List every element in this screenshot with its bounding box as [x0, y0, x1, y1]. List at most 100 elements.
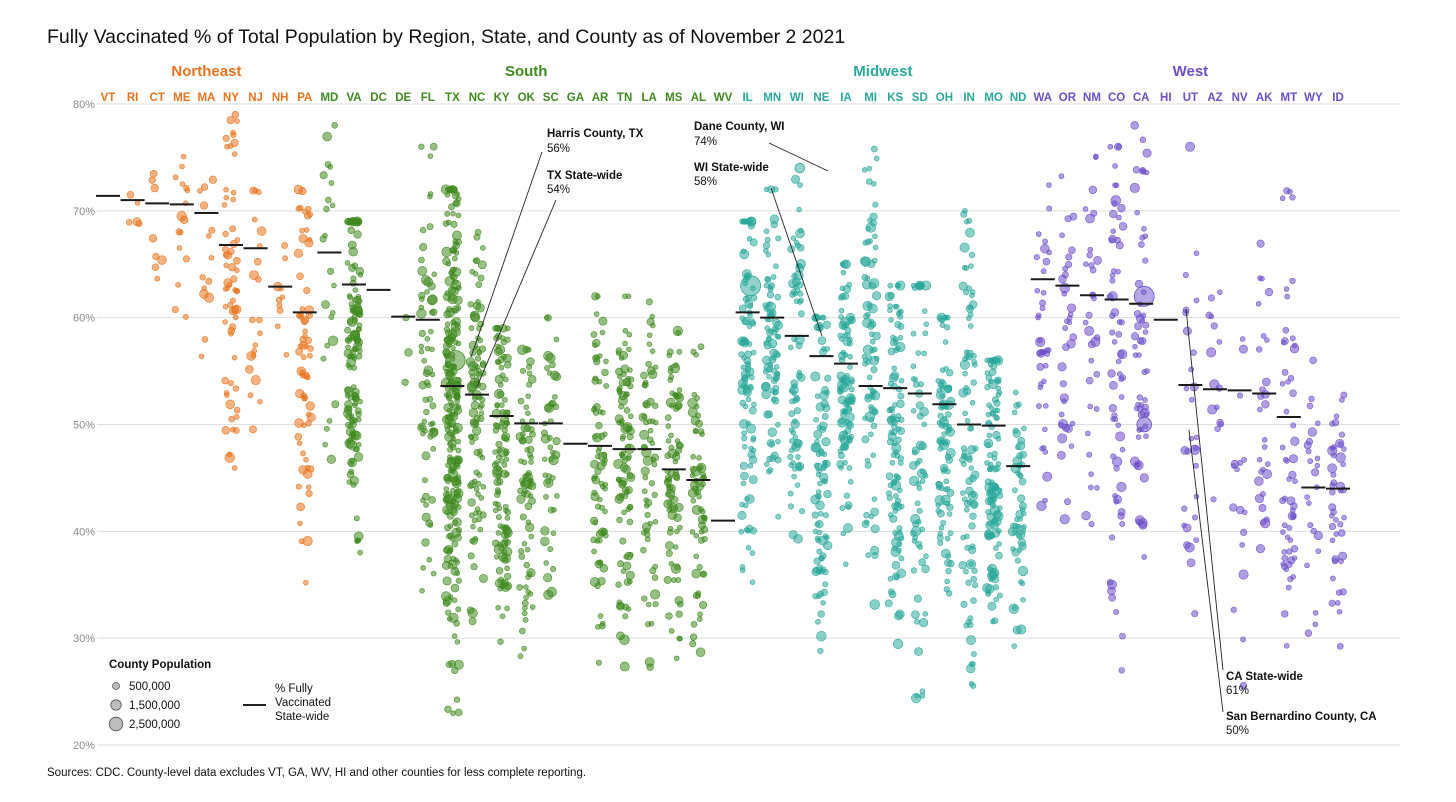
county-dot	[448, 612, 459, 623]
county-dot	[690, 498, 697, 504]
county-dot	[257, 330, 263, 336]
county-dot	[348, 460, 354, 467]
county-dot	[206, 233, 212, 239]
county-dot	[518, 553, 526, 560]
county-dot	[524, 546, 531, 553]
county-dot	[1284, 293, 1291, 300]
county-dot	[1012, 625, 1022, 635]
county-dot	[1141, 554, 1147, 560]
county-dot	[650, 589, 661, 600]
county-dot	[993, 545, 999, 551]
county-dot	[918, 558, 926, 567]
county-dot	[870, 366, 878, 374]
county-dot	[896, 399, 905, 408]
county-dot	[887, 282, 894, 289]
annotation-title-ca-statewide: CA State-wide	[1226, 671, 1303, 683]
county-dot	[916, 507, 923, 514]
county-dot	[1116, 214, 1122, 221]
county-dot	[743, 388, 752, 397]
county-dot	[646, 397, 655, 406]
county-dot	[157, 255, 167, 265]
county-dot	[846, 397, 855, 405]
county-dot	[816, 631, 827, 642]
county-dot	[274, 323, 281, 330]
county-dot	[699, 600, 708, 609]
county-dot	[739, 419, 749, 429]
county-dot	[676, 348, 683, 355]
state-label: NY	[223, 92, 239, 104]
county-dot	[1327, 463, 1337, 474]
county-dot	[527, 451, 533, 458]
county-dot	[691, 504, 702, 515]
county-dot	[988, 357, 995, 364]
county-dot	[444, 392, 450, 398]
county-dot	[791, 390, 797, 396]
county-dot	[352, 402, 358, 409]
county-dot	[622, 561, 632, 571]
county-dot	[516, 584, 524, 591]
county-dot	[305, 374, 311, 381]
county-dot	[345, 337, 351, 343]
county-dot	[872, 244, 879, 251]
county-dot	[793, 534, 803, 544]
county-dot	[946, 369, 954, 377]
county-dot	[618, 355, 625, 361]
county-dot	[744, 350, 752, 359]
county-dot	[322, 131, 332, 142]
county-dot	[1312, 621, 1319, 628]
county-dot	[964, 453, 973, 461]
county-dot	[427, 153, 434, 159]
county-dot	[892, 402, 898, 408]
county-dot	[812, 566, 820, 574]
county-dot	[645, 298, 653, 306]
county-dot	[619, 492, 625, 499]
county-dot	[742, 443, 748, 450]
county-dot	[995, 385, 1002, 392]
county-dot	[923, 553, 929, 560]
county-dot	[871, 496, 878, 502]
county-dot	[1016, 547, 1023, 553]
county-dot	[966, 499, 973, 506]
county-dot	[402, 314, 410, 322]
county-dot	[943, 314, 949, 321]
county-dot	[350, 307, 357, 313]
county-dot	[797, 299, 803, 305]
county-dot	[838, 307, 845, 314]
county-dot	[798, 310, 805, 318]
county-dot	[775, 438, 781, 445]
county-dot	[891, 365, 897, 372]
county-dot	[423, 365, 434, 376]
county-dot	[1312, 610, 1319, 616]
county-dot	[1338, 431, 1345, 438]
county-dot	[937, 314, 944, 321]
county-dot	[442, 257, 451, 266]
county-dot	[692, 428, 699, 435]
county-dot	[1007, 526, 1018, 537]
county-dot	[229, 297, 236, 304]
county-dot	[821, 437, 831, 447]
county-dot	[861, 435, 870, 444]
county-dot	[1285, 584, 1292, 591]
county-dot	[307, 345, 314, 352]
county-dot	[917, 544, 923, 550]
county-dot	[421, 451, 431, 461]
county-dot	[749, 320, 757, 327]
county-dot	[1057, 362, 1067, 372]
county-dot	[788, 447, 795, 454]
county-dot	[231, 465, 238, 471]
county-dot	[1193, 297, 1200, 304]
county-dot	[947, 530, 954, 537]
county-dot	[492, 427, 499, 434]
y-tick-label: 70%	[73, 206, 95, 218]
county-dot	[522, 605, 528, 611]
county-dot	[623, 554, 629, 560]
county-dot	[1337, 441, 1344, 447]
county-dot	[592, 338, 601, 348]
county-dot	[231, 151, 238, 157]
county-dot	[747, 312, 753, 319]
county-dot	[250, 352, 257, 359]
county-dot	[894, 320, 902, 329]
county-dot	[919, 693, 926, 699]
county-dot	[1264, 337, 1270, 343]
